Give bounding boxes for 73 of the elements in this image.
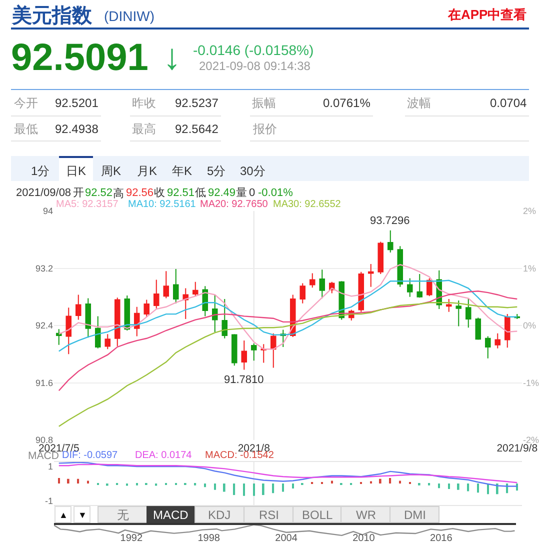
x-tick-label: 2004 <box>275 533 298 544</box>
text: KDJ <box>208 508 231 522</box>
text: 最低 <box>14 122 38 136</box>
chart-title: MACD <box>28 450 60 462</box>
x-tick-label: 2021/9/8 <box>496 442 538 454</box>
text: 92.52 <box>85 187 113 199</box>
text: 92.4938 <box>55 122 99 136</box>
text: RSI <box>259 508 280 522</box>
text: 92.56 <box>126 187 154 199</box>
text: 92.51 <box>167 187 195 199</box>
series-label: DEA: 0.0174 <box>135 450 192 461</box>
text: 0.0704 <box>490 96 528 110</box>
annotation: 91.7810 <box>224 374 264 386</box>
y-tick-label: 93.2 <box>35 263 53 274</box>
text: -0.0146 (-0.0158%) <box>193 42 314 58</box>
x-tick-label: 1992 <box>120 533 143 544</box>
text: DMI <box>404 508 426 522</box>
y2-tick-label: 2% <box>523 206 536 216</box>
text: ▼ <box>78 510 87 520</box>
chart-subtitle: (DINIW) <box>104 8 155 24</box>
text: 量 <box>236 187 247 199</box>
text: 低 <box>195 187 206 199</box>
text: MACD <box>153 508 189 522</box>
text: BOLL <box>302 508 334 522</box>
text: 周K <box>101 164 122 178</box>
annotation: 93.7296 <box>370 215 410 227</box>
text: 日K <box>66 164 86 178</box>
x-tick-label: 1998 <box>198 533 220 544</box>
text: 30分 <box>240 164 266 178</box>
text: MA30: 92.6552 <box>273 199 342 210</box>
text: MA20: 92.7650 <box>200 199 268 210</box>
text: 92.5091 <box>11 37 148 79</box>
text: 在APP中查看 <box>447 7 527 22</box>
text: MA5: 92.3157 <box>56 199 119 210</box>
text: 92.5237 <box>175 96 219 110</box>
text: 今开 <box>14 96 38 110</box>
text: 无 <box>117 508 129 522</box>
y-tick-label: 94 <box>42 206 53 216</box>
text: 2021-09-08 09:14:38 <box>199 59 311 73</box>
text: 5分 <box>207 164 226 178</box>
text: 波幅 <box>407 96 431 110</box>
text: 高 <box>113 187 124 200</box>
text: 92.49 <box>208 187 236 199</box>
text: 收 <box>154 187 165 199</box>
text: 开 <box>73 187 84 199</box>
y-tick-label: -1 <box>44 496 53 506</box>
text: ↓ <box>163 36 181 77</box>
y2-tick-label: 1% <box>523 263 536 274</box>
x-tick-label: 2010 <box>352 533 376 544</box>
text: 0 <box>249 187 256 199</box>
y-tick-label: 91.6 <box>35 378 53 388</box>
text: 月K <box>137 164 158 178</box>
text: WR <box>356 508 376 522</box>
y2-tick-label: -1% <box>523 378 540 388</box>
y-tick-label: 90.8 <box>35 435 53 446</box>
y2-tick-label: 0% <box>523 320 536 331</box>
text: MA10: 92.5161 <box>128 199 196 210</box>
text: 2021/09/08 <box>16 187 72 199</box>
y-tick-label: 92.4 <box>35 320 53 331</box>
text: 昨收 <box>132 96 156 110</box>
text: 年K <box>172 164 192 178</box>
chart-title: 美元指数 <box>11 4 93 27</box>
text: ▲ <box>59 510 68 520</box>
text: 振幅 <box>252 96 276 110</box>
text: 92.5201 <box>55 96 99 110</box>
text: 最高 <box>132 122 156 136</box>
y-tick-label: 1 <box>48 461 53 472</box>
text: 0.0761% <box>323 96 371 110</box>
x-tick-label: 2016 <box>430 533 453 544</box>
text: -0.01% <box>258 187 294 199</box>
text: 92.5642 <box>175 122 219 136</box>
text: 1分 <box>31 164 50 178</box>
text: 报价 <box>252 122 277 136</box>
